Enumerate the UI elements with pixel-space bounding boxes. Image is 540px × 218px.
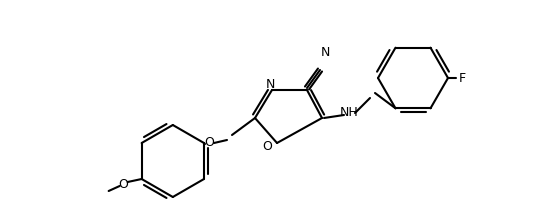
- Text: O: O: [262, 140, 272, 153]
- Text: O: O: [204, 136, 214, 150]
- Text: NH: NH: [340, 107, 359, 119]
- Text: O: O: [119, 177, 129, 191]
- Text: N: N: [320, 46, 330, 58]
- Text: F: F: [458, 72, 465, 85]
- Text: N: N: [265, 78, 275, 90]
